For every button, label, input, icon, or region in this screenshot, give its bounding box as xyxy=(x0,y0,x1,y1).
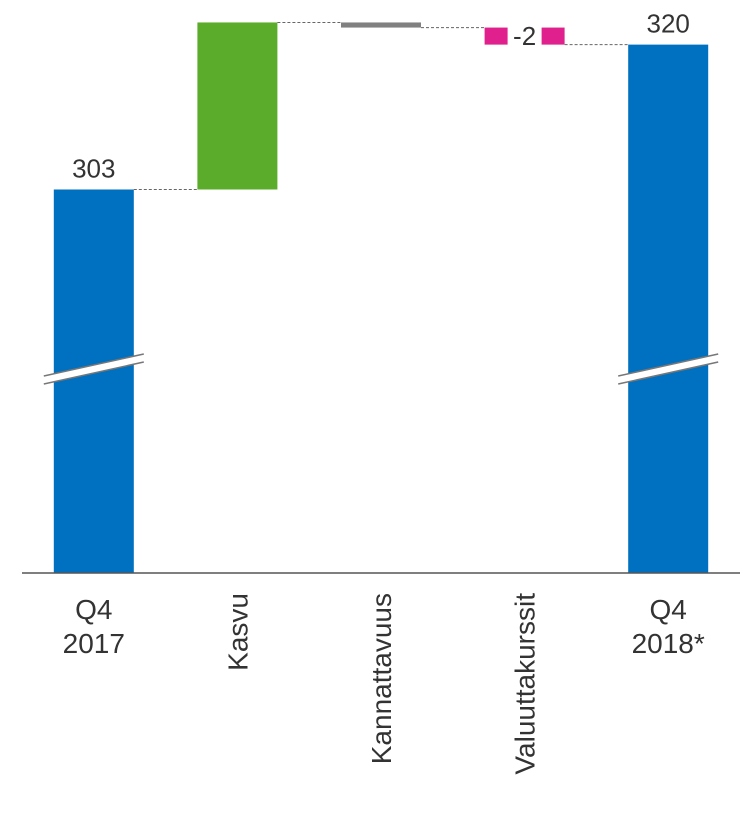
axis-break-line xyxy=(43,361,144,385)
bar xyxy=(197,22,278,190)
x-tick-label: Kasvu xyxy=(222,593,253,671)
axis-break xyxy=(43,354,144,384)
axis-break-line xyxy=(618,361,719,385)
axis-break-line xyxy=(43,353,144,377)
data-label: 303 xyxy=(72,153,115,183)
axis-break-line xyxy=(618,353,719,377)
bar xyxy=(628,44,709,573)
bar xyxy=(53,189,134,573)
x-tick-label: Q4 2017 xyxy=(62,594,125,659)
data-label: 320 xyxy=(647,9,690,39)
data-label: -2 xyxy=(513,21,536,51)
label-bg xyxy=(507,25,542,47)
x-tick-label: Q4 2018* xyxy=(631,594,705,659)
axis-break xyxy=(618,354,719,384)
bar xyxy=(341,22,421,28)
x-tick-label: Kannattavuus xyxy=(366,593,397,764)
x-tick-label: Valuuttakurssit xyxy=(510,593,541,775)
